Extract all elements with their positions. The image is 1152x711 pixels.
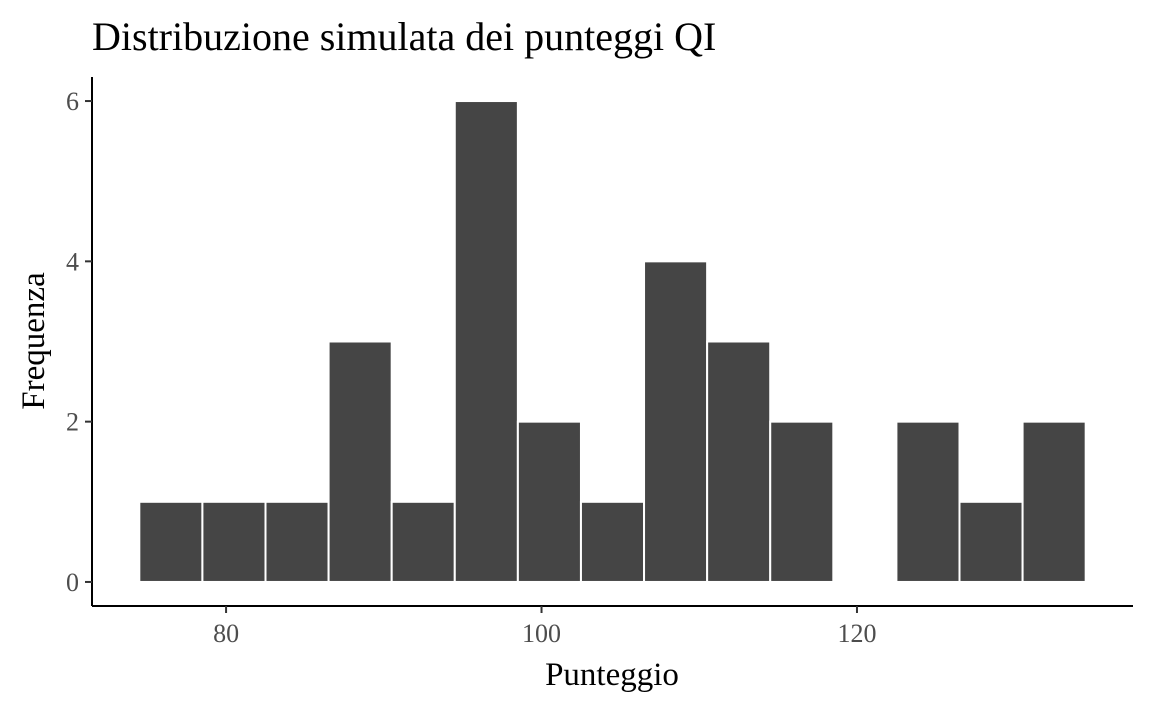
histogram-bar [769,420,835,583]
y-tick-label: 6 [66,87,79,116]
histogram-bar [958,500,1024,583]
histogram-bar [643,260,709,583]
histogram-bar [895,420,961,583]
bars-layer [138,100,1087,583]
histogram-bar [453,100,519,583]
x-ticks-layer: 80 100 120 [213,606,876,648]
histogram-bar [390,500,456,583]
histogram-bar [327,340,393,583]
histogram-bar [516,420,582,583]
x-tick-label: 80 [213,619,239,648]
histogram-bar [138,500,204,583]
histogram-bar [201,500,267,583]
histogram-bar [706,340,772,583]
y-axis-title: Frequenza [16,272,52,410]
x-axis-title: Punteggio [545,657,679,693]
histogram-bar [1021,420,1087,583]
y-tick-label: 0 [66,568,79,597]
y-ticks-layer: 0 2 4 6 [66,87,92,597]
x-tick-label: 120 [837,619,876,648]
histogram-bar [264,500,330,583]
histogram-bar [579,500,646,583]
x-tick-label: 100 [522,619,561,648]
y-tick-label: 2 [66,408,79,437]
y-tick-label: 4 [66,247,79,276]
axes-layer [91,77,1133,607]
chart-title: Distribuzione simulata dei punteggi QI [92,14,716,59]
